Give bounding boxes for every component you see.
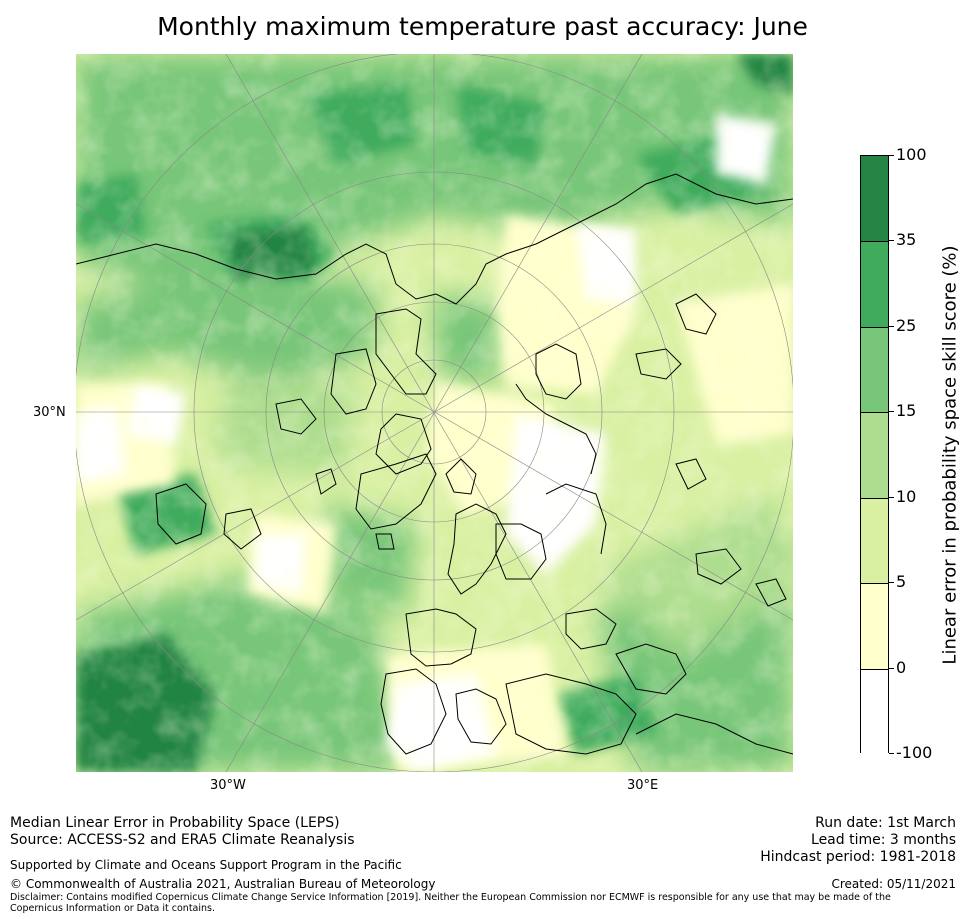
colorbar-tick-label: 15	[896, 401, 917, 421]
colorbar-tick-label: 10	[896, 486, 917, 506]
footer-disclaimer: Disclaimer: Contains modified Copernicus…	[10, 892, 891, 914]
colorbar-segment	[861, 583, 888, 669]
coastlines	[76, 173, 793, 755]
skill-map-canvas	[76, 54, 793, 772]
colorbar-segment	[861, 156, 888, 242]
colorbar-tick	[889, 667, 894, 669]
colorbar-tick-label: -100	[896, 743, 933, 762]
colorbar-tick-label: 100	[896, 145, 927, 164]
colorbar-tick	[889, 753, 894, 754]
colorbar-segment	[861, 668, 888, 754]
colorbar-tick-label: 5	[896, 572, 907, 592]
footer-created: Created: 05/11/2021	[831, 877, 956, 891]
map-title: Monthly maximum temperature past accurac…	[157, 12, 808, 41]
colorbar-title: Linear error in probability space skill …	[939, 245, 961, 665]
footer-support: Supported by Climate and Oceans Support …	[10, 858, 402, 872]
colorbar-segment	[861, 412, 888, 498]
colorbar-tick	[889, 582, 894, 584]
colorbar-tick	[889, 240, 894, 242]
skill-noise-texture	[76, 54, 793, 772]
colorbar-segment	[861, 241, 888, 327]
footer-hindcast: Hindcast period: 1981-2018	[760, 849, 956, 865]
footer-copyright: © Commonwealth of Australia 2021, Austra…	[10, 877, 436, 891]
footer-run-date: Run date: 1st March	[815, 815, 956, 831]
lat-label-30n: 30°N	[33, 405, 66, 420]
lon-label-30w: 30°W	[210, 778, 246, 793]
footer-lead-time: Lead time: 3 months	[811, 832, 956, 848]
colorbar	[860, 155, 889, 754]
colorbar-tick-label: 25	[896, 315, 917, 335]
colorbar-tick-label: 35	[896, 230, 917, 250]
colorbar-tick	[889, 496, 894, 498]
lon-label-30e: 30°E	[627, 778, 659, 793]
footer-metric: Median Linear Error in Probability Space…	[10, 815, 340, 831]
colorbar-tick	[889, 411, 894, 413]
graticule	[76, 54, 793, 772]
colorbar-segment	[861, 326, 888, 413]
footer-source: Source: ACCESS-S2 and ERA5 Climate Reana…	[10, 832, 355, 848]
colorbar-segment	[861, 497, 888, 584]
skill-map	[76, 54, 793, 772]
colorbar-tick	[889, 325, 894, 327]
colorbar-tick	[889, 155, 894, 156]
colorbar-tick-label: 0	[896, 657, 907, 677]
